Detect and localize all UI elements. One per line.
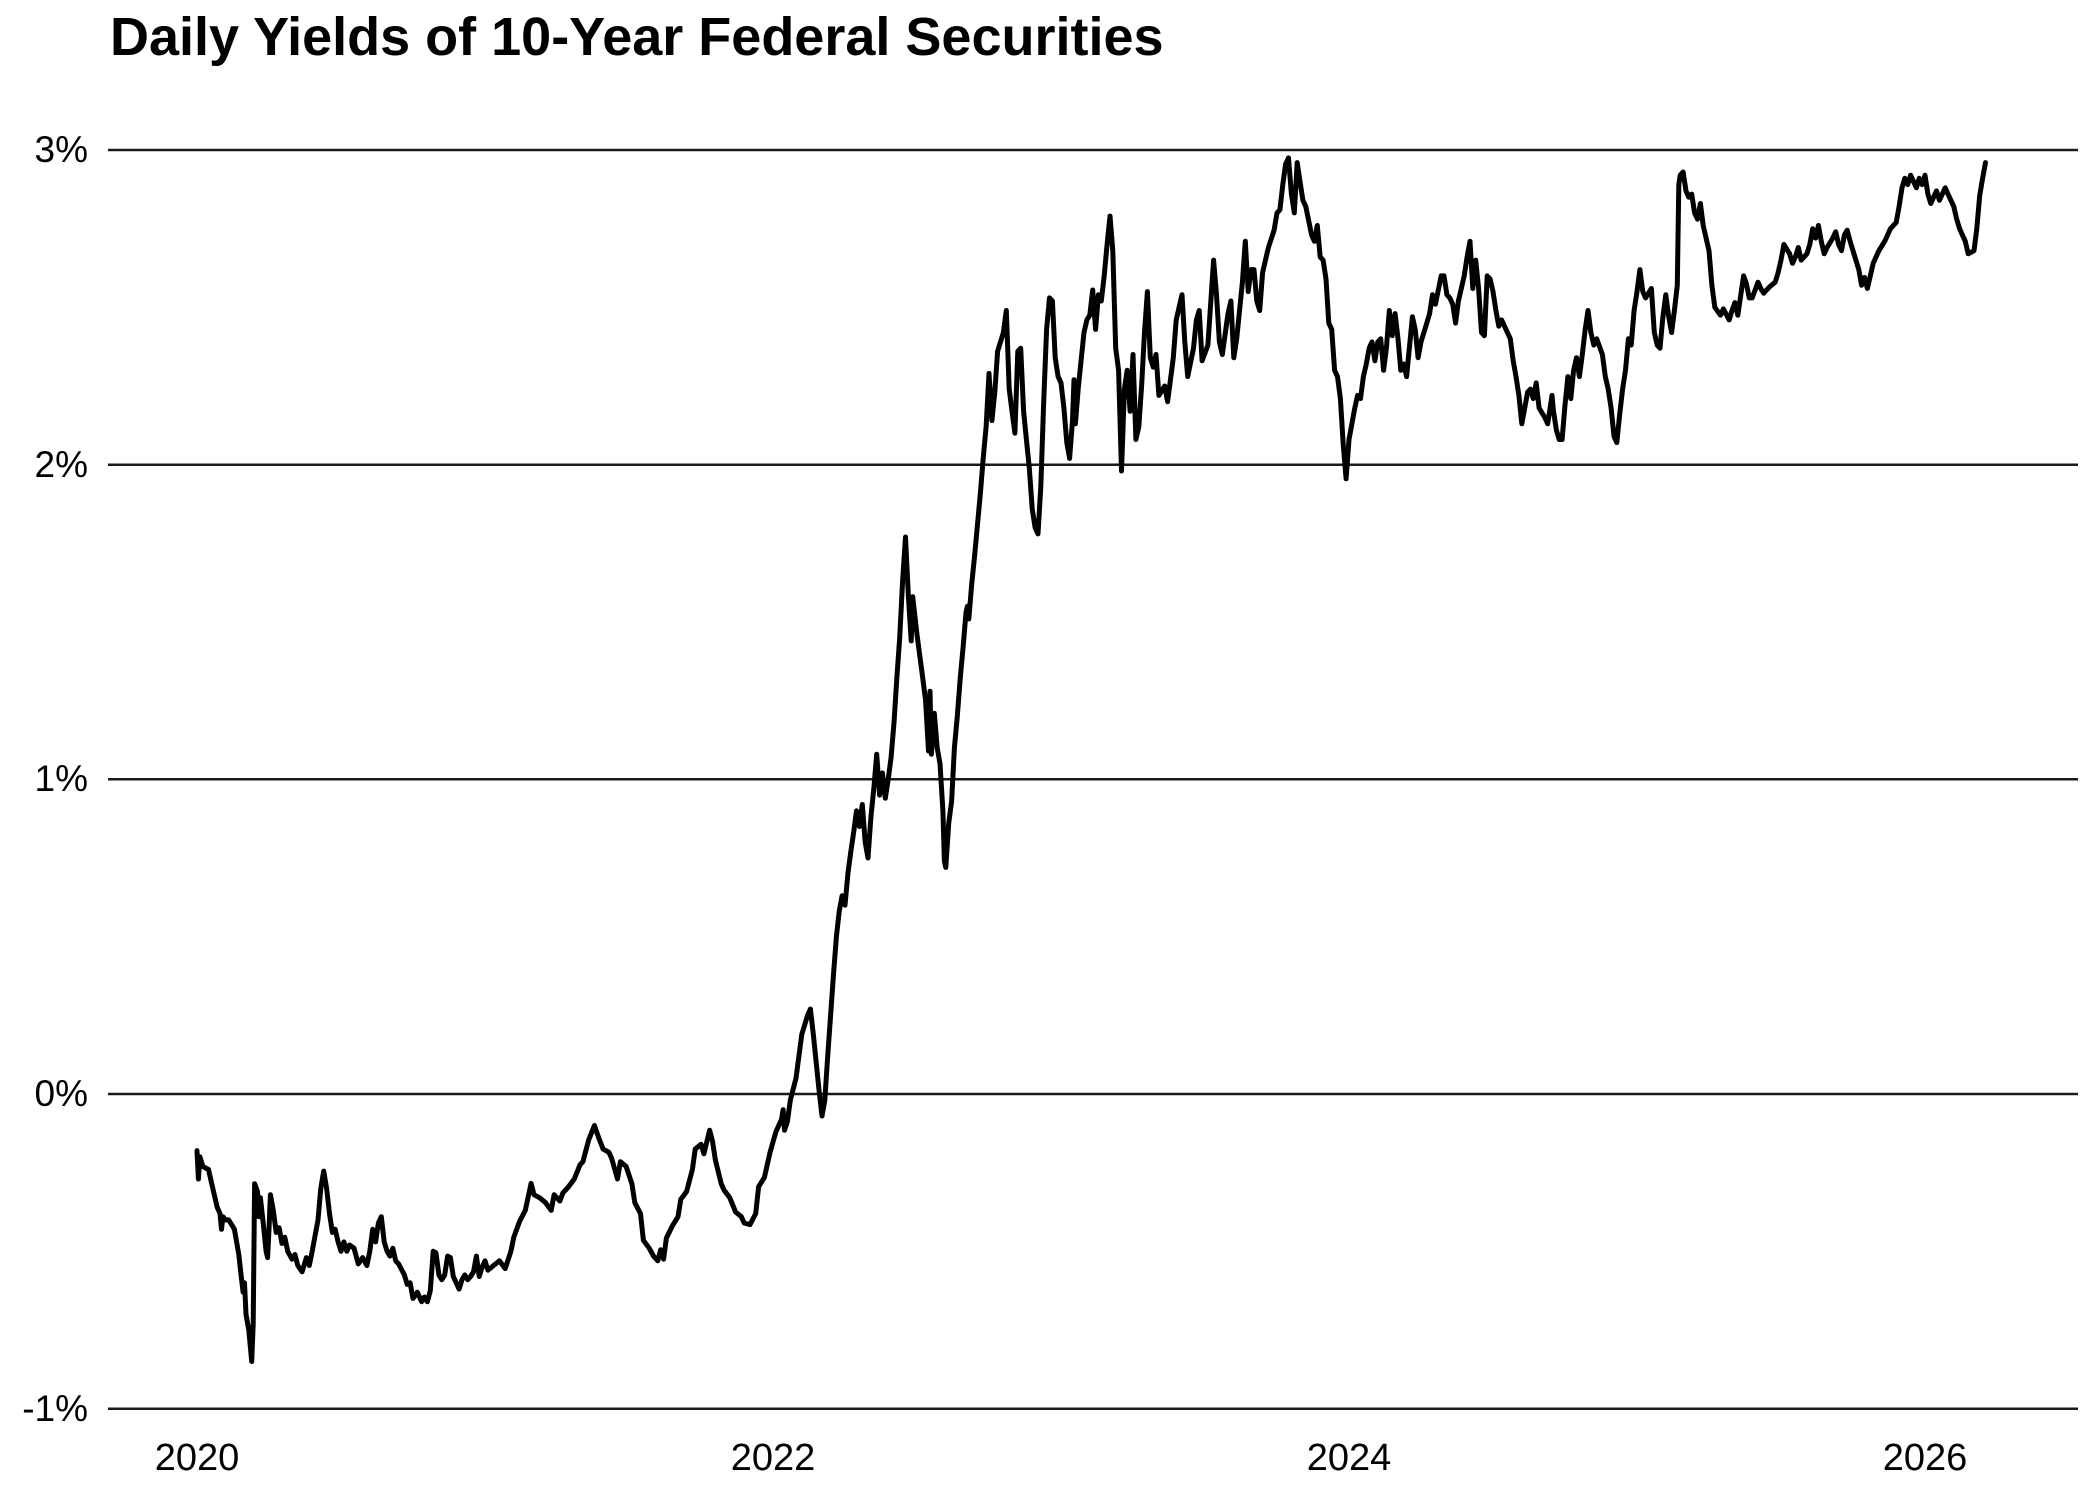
x-axis-tick-label-2022: 2022 [730, 1437, 816, 1479]
y-axis-tick-label-1pct: 1% [34, 758, 88, 799]
y-axis-tick-label-2pct: 2% [34, 444, 88, 485]
y-axis-tick-label-0pct: 0% [34, 1073, 88, 1114]
x-axis-tick-label-2024: 2024 [1306, 1437, 1392, 1479]
y-axis-tick-label-neg1pct: -1% [22, 1388, 88, 1429]
x-axis-tick-label-2020: 2020 [154, 1437, 240, 1479]
yield-line-series [194, 155, 1988, 1364]
y-axis-tick-label-3pct: 3% [34, 129, 88, 170]
y-gridlines [108, 148, 2078, 1410]
x-axis-tick-label-2026: 2026 [1882, 1437, 1968, 1479]
chart-title: Daily Yields of 10-Year Federal Securiti… [110, 7, 1164, 67]
